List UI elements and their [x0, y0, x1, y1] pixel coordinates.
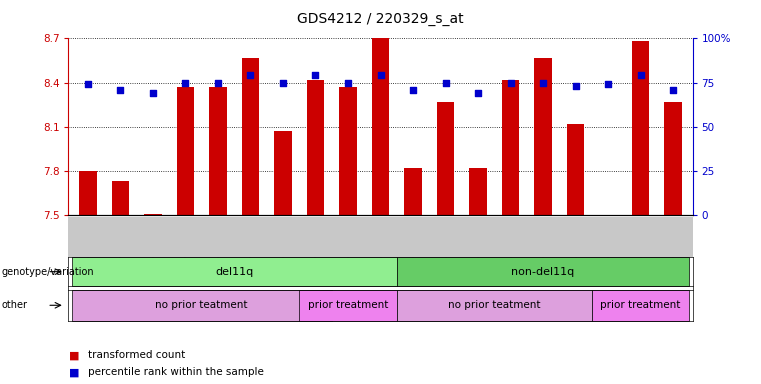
Bar [371, 38, 390, 215]
Bar [437, 102, 454, 215]
Bar [404, 168, 422, 215]
Bar [177, 87, 194, 215]
Text: GDS4212 / 220329_s_at: GDS4212 / 220329_s_at [298, 12, 463, 25]
Bar [79, 171, 97, 215]
Text: transformed count: transformed count [88, 350, 185, 360]
Text: ■: ■ [68, 350, 79, 360]
Point [147, 90, 159, 96]
Point [277, 79, 289, 86]
Text: del11q: del11q [215, 266, 253, 277]
Point [505, 79, 517, 86]
Text: genotype/variation: genotype/variation [2, 266, 94, 277]
Point [180, 79, 192, 86]
Point [537, 79, 549, 86]
Text: other: other [2, 300, 27, 310]
Point [472, 90, 484, 96]
Point [82, 81, 94, 88]
Text: no prior teatment: no prior teatment [155, 300, 248, 310]
Bar [241, 58, 260, 215]
Text: prior treatment: prior treatment [600, 300, 680, 310]
Bar [469, 168, 487, 215]
Point [439, 79, 451, 86]
Point [569, 83, 581, 89]
Text: non-del11q: non-del11q [511, 266, 575, 277]
Point [310, 73, 322, 79]
Bar [307, 79, 324, 215]
Point [602, 81, 614, 88]
Text: prior treatment: prior treatment [307, 300, 388, 310]
Point [635, 73, 647, 79]
Point [114, 86, 126, 93]
Bar [209, 87, 227, 215]
Point [374, 73, 387, 79]
Point [407, 86, 419, 93]
Bar [534, 58, 552, 215]
Point [244, 73, 256, 79]
Bar [664, 102, 682, 215]
Point [342, 79, 354, 86]
Bar [112, 181, 129, 215]
Text: ■: ■ [68, 367, 79, 377]
Bar [274, 131, 292, 215]
Bar [339, 87, 357, 215]
Bar [501, 79, 520, 215]
Text: no prior teatment: no prior teatment [448, 300, 540, 310]
Point [667, 86, 679, 93]
Point [212, 79, 224, 86]
Bar [144, 214, 162, 215]
Bar [632, 41, 649, 215]
Bar [567, 124, 584, 215]
Text: percentile rank within the sample: percentile rank within the sample [88, 367, 263, 377]
